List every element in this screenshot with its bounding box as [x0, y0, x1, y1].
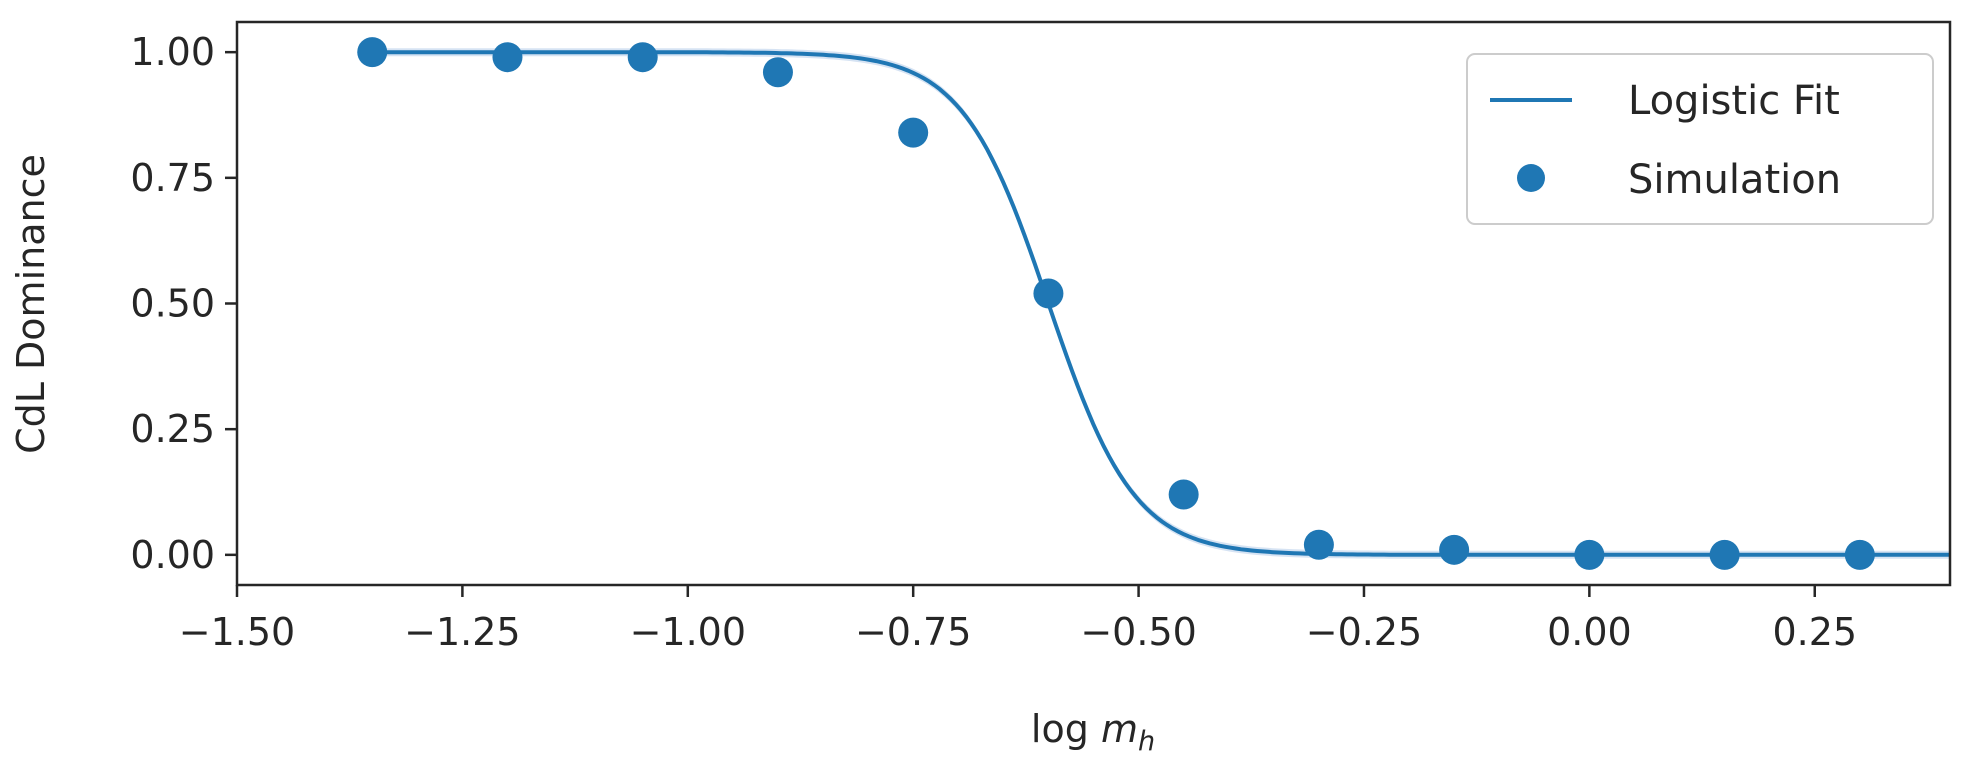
- x-tick-label: −1.50: [179, 610, 295, 654]
- plot-area: [357, 37, 1951, 570]
- x-tick-label: 0.25: [1772, 610, 1857, 654]
- x-tick-label: −0.75: [855, 610, 971, 654]
- y-axis-label: CdL Dominance: [9, 154, 53, 454]
- legend-marker-swatch: [1517, 164, 1545, 192]
- simulation-point: [1033, 278, 1064, 309]
- y-tick-label: 0.75: [130, 156, 215, 200]
- simulation-points: [357, 37, 1875, 570]
- y-tick-label: 0.25: [130, 407, 215, 451]
- simulation-point: [762, 57, 793, 88]
- simulation-point: [627, 42, 658, 73]
- x-tick-label: −1.25: [404, 610, 520, 654]
- x-tick-label: −0.25: [1306, 610, 1422, 654]
- x-axis-ticks: −1.50 −1.25 −1.00 −0.75 −0.50 −0.25 0.00 0.25: [179, 585, 1857, 654]
- y-tick-label: 0.50: [130, 282, 215, 326]
- legend-label-fit: Logistic Fit: [1628, 78, 1840, 124]
- simulation-point: [1844, 539, 1875, 570]
- y-axis-ticks: 0.00 0.25 0.50 0.75 1.00: [130, 30, 237, 577]
- x-axis-label: log mh: [1031, 707, 1155, 757]
- legend-label-simulation: Simulation: [1628, 157, 1841, 203]
- x-tick-label: −1.00: [630, 610, 746, 654]
- simulation-point: [357, 37, 388, 68]
- simulation-point: [1439, 534, 1470, 565]
- simulation-point: [898, 117, 929, 148]
- legend: Logistic Fit Simulation: [1466, 53, 1934, 225]
- simulation-point: [1303, 529, 1334, 560]
- simulation-point: [492, 42, 523, 73]
- simulation-point: [1168, 479, 1199, 510]
- y-tick-label: 0.00: [130, 533, 215, 577]
- logistic-fit-line: [363, 50, 1950, 557]
- x-tick-label: 0.00: [1547, 610, 1632, 654]
- simulation-point: [1574, 539, 1605, 570]
- x-tick-label: −0.50: [1080, 610, 1196, 654]
- simulation-point: [1709, 539, 1740, 570]
- y-tick-label: 1.00: [130, 30, 215, 74]
- legend-box: [1466, 53, 1934, 225]
